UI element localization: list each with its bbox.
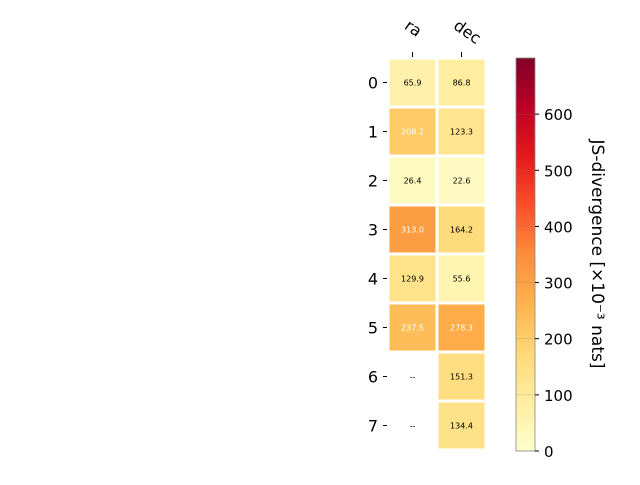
cell-value-label: 237.5 <box>401 324 424 333</box>
cell-value-label: 134.4 <box>450 422 473 431</box>
row-label-2: 2 <box>368 172 378 191</box>
cell-value-label: 278.3 <box>450 324 473 333</box>
cell-value-label: 55.6 <box>453 275 471 284</box>
cell-value-label: 313.0 <box>401 226 424 235</box>
heatmap-cell <box>389 157 436 204</box>
heatmap-cell <box>438 59 485 106</box>
heatmap-cell <box>438 157 485 204</box>
heatmap-cell <box>438 255 485 302</box>
heatmap-cell <box>438 206 485 253</box>
cell-value-label: 151.3 <box>450 373 473 382</box>
column-label-ra: ra <box>401 16 425 41</box>
heatmap-cell <box>438 108 485 155</box>
cell-value-label: 208.2 <box>401 128 424 137</box>
heatmap-cell <box>389 59 436 106</box>
column-label-dec: dec <box>450 16 484 48</box>
colorbar-label: JS-divergence [×10⁻³ nats] <box>587 139 607 369</box>
cell-value-label: 86.8 <box>453 79 471 88</box>
row-label-1: 1 <box>368 123 378 142</box>
row-label-6: 6 <box>368 368 378 387</box>
colorbar-tick-label: 200 <box>544 331 573 349</box>
row-label-5: 5 <box>368 319 378 338</box>
heatmap-cell <box>438 402 485 449</box>
cell-value-label: 123.3 <box>450 128 473 137</box>
heatmap-cell <box>389 206 436 253</box>
colorbar-gradient <box>515 57 536 452</box>
cell-value-label: 164.2 <box>450 226 473 235</box>
colorbar-tick-label: 300 <box>544 275 573 293</box>
colorbar-tick-label: 500 <box>544 162 573 180</box>
cell-value-label: 26.4 <box>404 177 422 186</box>
row-label-0: 0 <box>368 74 378 93</box>
row-label-3: 3 <box>368 221 378 240</box>
colorbar-tick-label: 100 <box>544 387 573 405</box>
row-label-4: 4 <box>368 270 378 289</box>
colorbar-tick-label: 400 <box>544 218 573 236</box>
heatmap-cell <box>438 304 485 351</box>
heatmap-cell <box>389 255 436 302</box>
cell-value-label: 65.9 <box>404 79 422 88</box>
heatmap-cell <box>389 304 436 351</box>
row-label-7: 7 <box>368 417 378 436</box>
cell-value-label: -- <box>410 373 416 382</box>
colorbar-tick-label: 0 <box>544 443 554 461</box>
heatmap-grid: ra dec 0 1 2 3 4 5 6 7 65.9 86.8 208.2 123.3 26.4 22.6 3… <box>368 16 485 449</box>
cell-value-label: -- <box>410 422 416 431</box>
cell-value-label: 129.9 <box>401 275 424 284</box>
heatmap-cell <box>389 108 436 155</box>
cell-value-label: 22.6 <box>453 177 471 186</box>
colorbar-tick-label: 600 <box>544 106 573 124</box>
colorbar: 0 100 200 300 400 500 600 JS-divergence [×10⁻³… <box>515 57 607 461</box>
heatmap-cell <box>438 353 485 400</box>
